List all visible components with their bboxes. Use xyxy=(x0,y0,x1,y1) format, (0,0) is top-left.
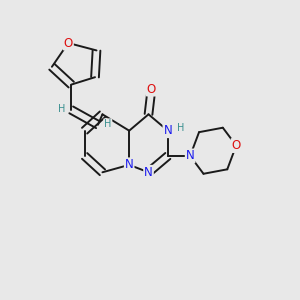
Text: N: N xyxy=(144,166,153,179)
Text: N: N xyxy=(125,158,134,171)
Text: O: O xyxy=(147,82,156,96)
Text: N: N xyxy=(164,124,172,137)
Text: H: H xyxy=(58,104,65,114)
Text: N: N xyxy=(186,149,194,162)
Text: O: O xyxy=(232,139,241,152)
Text: H: H xyxy=(104,119,112,129)
Text: O: O xyxy=(64,37,73,50)
Text: H: H xyxy=(177,123,184,133)
